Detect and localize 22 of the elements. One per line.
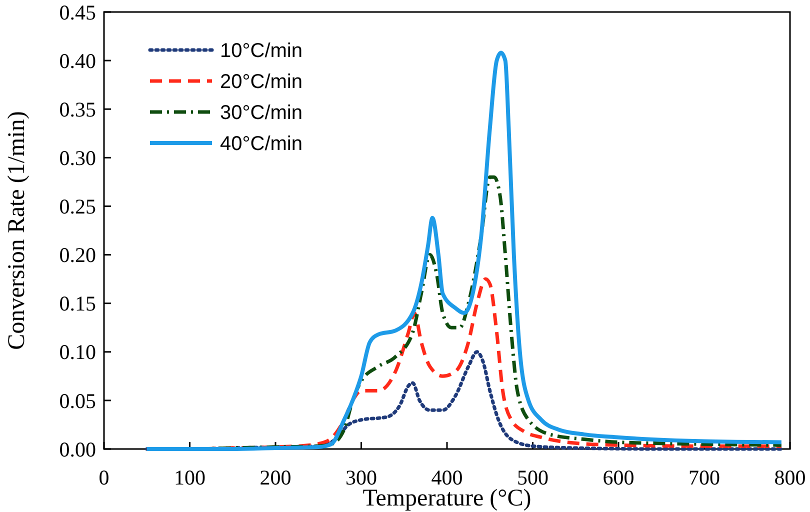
y-tick-label: 0.10 [59, 340, 96, 364]
y-tick-label: 0.40 [59, 48, 96, 73]
y-tick-label: 0.20 [59, 243, 96, 268]
y-tick-label: 0.00 [59, 437, 96, 462]
y-axis-title: Conversion Rate (1/min) [4, 111, 30, 350]
x-tick-label: 700 [688, 465, 720, 490]
y-tick-label: 0.25 [59, 194, 96, 219]
legend-label: 30°C/min [220, 102, 302, 124]
legend-label: 20°C/min [220, 71, 302, 93]
y-tick-label: 0.30 [59, 146, 96, 170]
x-tick-label: 100 [174, 465, 206, 490]
y-tick-label: 0.15 [59, 292, 96, 316]
line-series [145, 350, 784, 451]
x-tick-label: 600 [602, 465, 634, 490]
y-tick-label: 0.05 [59, 388, 96, 413]
x-tick-label: 800 [774, 465, 806, 490]
legend-label: 40°C/min [220, 133, 302, 155]
y-tick-label: 0.45 [59, 0, 96, 24]
x-tick-label: 200 [260, 465, 292, 490]
x-tick-label: 0 [98, 465, 110, 490]
legend-label: 10°C/min [220, 40, 302, 62]
y-tick-label: 0.35 [59, 97, 96, 122]
